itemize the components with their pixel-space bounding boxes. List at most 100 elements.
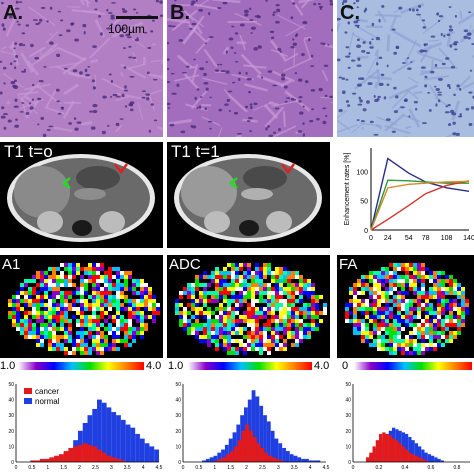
map-voxel (445, 299, 449, 303)
map-voxel (120, 315, 124, 319)
map-voxel (417, 351, 421, 355)
map-voxel (187, 287, 191, 291)
map-voxel (259, 283, 263, 287)
map-voxel (40, 299, 44, 303)
map-voxel (417, 331, 421, 335)
map-voxel (44, 291, 48, 295)
map-voxel (235, 275, 239, 279)
cell-nucleus (345, 55, 351, 58)
map-voxel (72, 299, 76, 303)
map-voxel (48, 295, 52, 299)
map-voxel (377, 331, 381, 335)
cell-nucleus (441, 62, 446, 66)
map-voxel (271, 307, 275, 311)
map-voxel (227, 299, 231, 303)
tissue-fiber (407, 76, 419, 84)
map-voxel (461, 303, 465, 307)
map-voxel (247, 275, 251, 279)
map-voxel (377, 287, 381, 291)
cell-nucleus (38, 79, 44, 83)
map-voxel (405, 315, 409, 319)
map-voxel (287, 295, 291, 299)
tissue-fiber (85, 0, 90, 8)
map-voxel (433, 343, 437, 347)
cell-nucleus (23, 68, 26, 71)
map-voxel (231, 291, 235, 295)
map-voxel (223, 327, 227, 331)
normal-bar (414, 443, 418, 462)
cell-nucleus (199, 67, 205, 71)
tissue-fiber (285, 24, 306, 37)
map-voxel (409, 263, 413, 267)
map-voxel (417, 263, 421, 267)
histogram-adc: 0 10 20 30 40 50 0 0.5 1 1.5 2 2.5 3 3.5 4 4.5 (167, 376, 330, 474)
map-voxel (195, 323, 199, 327)
cancer-bar (101, 452, 107, 462)
map-voxel (413, 287, 417, 291)
map-voxel (243, 327, 247, 331)
map-voxel (191, 331, 195, 335)
map-voxel (457, 283, 461, 287)
map-voxel (259, 307, 263, 311)
map-voxel (96, 267, 100, 271)
map-voxel (267, 343, 271, 347)
map-voxel (32, 287, 36, 291)
map-voxel (211, 295, 215, 299)
map-voxel (36, 315, 40, 319)
cell-nucleus (338, 109, 343, 113)
cell-nucleus (369, 46, 374, 49)
map-voxel (128, 319, 132, 323)
map-voxel (449, 319, 453, 323)
cell-nucleus (356, 38, 360, 42)
map-voxel (16, 311, 20, 315)
map-voxel (112, 287, 116, 291)
map-voxel (148, 307, 152, 311)
map-voxel (457, 327, 461, 331)
tissue-fiber (148, 93, 155, 111)
map-voxel (303, 327, 307, 331)
map-voxel (279, 303, 283, 307)
map-voxel (381, 271, 385, 275)
map-voxel (287, 331, 291, 335)
map-voxel (116, 271, 120, 275)
map-voxel (357, 319, 361, 323)
map-voxel (279, 315, 283, 319)
map-voxel (287, 327, 291, 331)
map-voxel (437, 335, 441, 339)
map-voxel (385, 327, 389, 331)
map-voxel (207, 331, 211, 335)
map-voxel (413, 283, 417, 287)
map-voxel (179, 291, 183, 295)
cell-nucleus (246, 77, 252, 81)
map-voxel (361, 287, 365, 291)
map-voxel (132, 315, 136, 319)
map-voxel (373, 339, 377, 343)
map-voxel (56, 275, 60, 279)
cell-nucleus (322, 120, 327, 125)
cancer-bar (226, 454, 231, 462)
map-voxel (365, 311, 369, 315)
cell-nucleus (123, 89, 129, 92)
map-voxel (120, 323, 124, 327)
cell-nucleus (3, 82, 6, 85)
map-voxel (80, 343, 84, 347)
cancer-bar (405, 449, 409, 462)
map-voxel (263, 307, 267, 311)
map-voxel (28, 323, 32, 327)
map-voxel (283, 339, 287, 343)
map-voxel (112, 327, 116, 331)
map-voxel (287, 291, 291, 295)
cell-nucleus (238, 77, 241, 81)
map-voxel (413, 327, 417, 331)
map-voxel (84, 331, 88, 335)
map-voxel (28, 287, 32, 291)
map-voxel (349, 303, 353, 307)
cell-nucleus (467, 37, 471, 40)
map-voxel (385, 311, 389, 315)
map-voxel (16, 307, 20, 311)
map-voxel (211, 299, 215, 303)
map-voxel (191, 283, 195, 287)
cell-nucleus (283, 85, 288, 89)
cell-nucleus (49, 41, 54, 45)
map-voxel (92, 335, 96, 339)
